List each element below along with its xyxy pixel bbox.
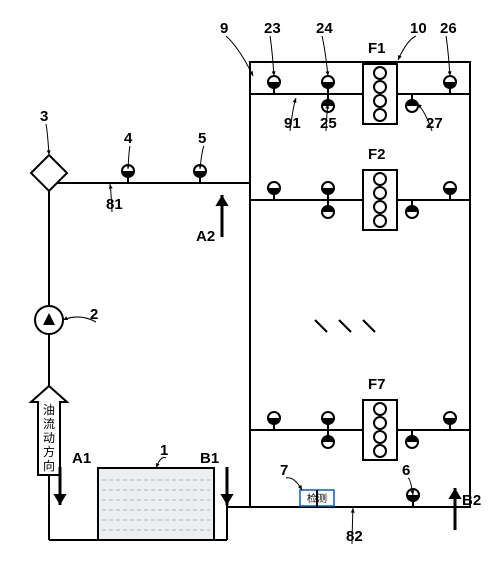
label-25: 25: [320, 115, 337, 132]
label-3: 3: [40, 108, 48, 125]
label-26: 26: [440, 20, 457, 37]
label-10: 10: [410, 20, 427, 37]
label-F2: F2: [368, 146, 386, 163]
label-B1: B1: [200, 450, 219, 467]
label-1: 1: [160, 442, 168, 459]
svg-text:油流动方向: 油流动方向: [43, 403, 55, 473]
label-7: 7: [280, 462, 288, 479]
label-A1: A1: [72, 450, 91, 467]
label-2: 2: [90, 306, 98, 323]
label-6: 6: [402, 462, 410, 479]
label-91: 91: [284, 115, 301, 132]
label-81: 81: [106, 196, 123, 213]
label-F1: F1: [368, 40, 386, 57]
label-B2: B2: [462, 492, 481, 509]
label-A2: A2: [196, 228, 215, 245]
label-5: 5: [198, 130, 206, 147]
label-23: 23: [264, 20, 281, 37]
label-F7: F7: [368, 376, 386, 393]
label-27: 27: [426, 115, 443, 132]
label-24: 24: [316, 20, 333, 37]
label-9: 9: [220, 20, 228, 37]
label-82: 82: [346, 528, 363, 545]
label-4: 4: [124, 130, 132, 147]
